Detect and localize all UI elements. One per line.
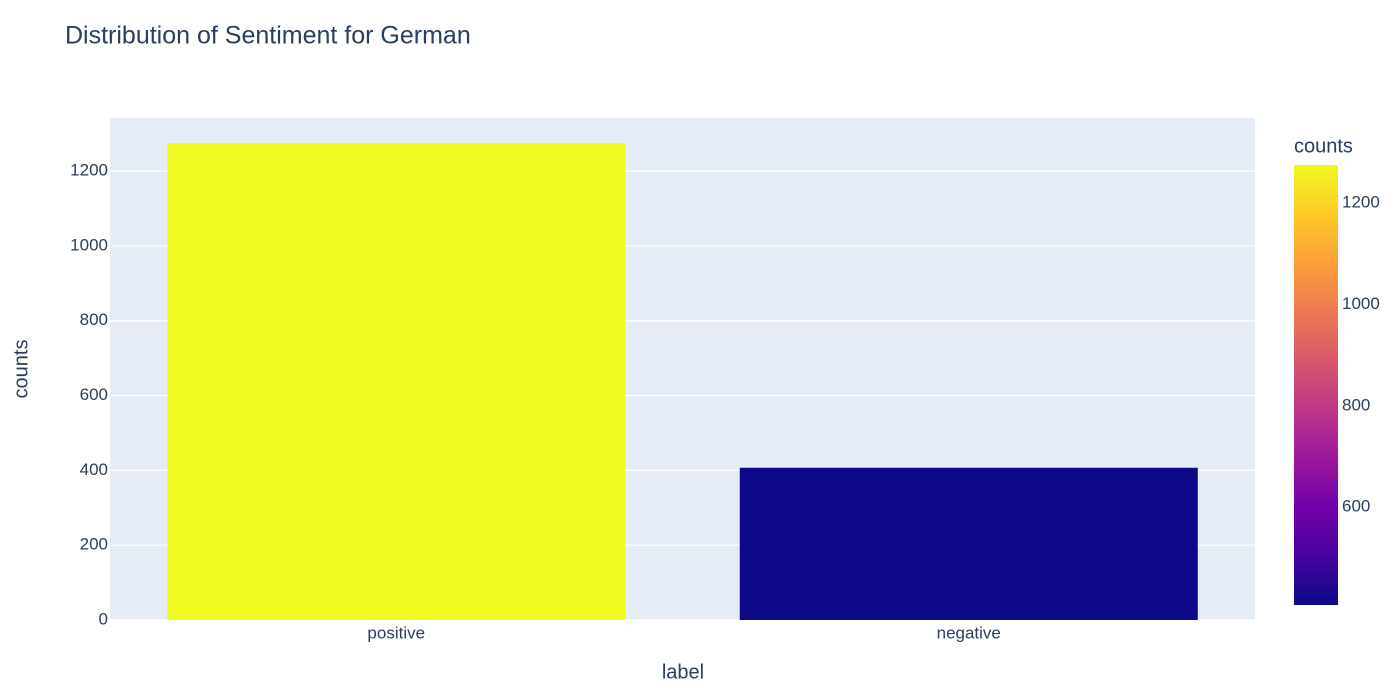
y-tick-label: 400: [80, 460, 108, 479]
y-tick-label: 200: [80, 535, 108, 554]
y-tick-label: 600: [80, 385, 108, 404]
colorbar-tick-label: 1200: [1342, 193, 1380, 212]
x-tick-label: positive: [367, 623, 425, 642]
colorbar-tick-label: 600: [1342, 497, 1370, 516]
colorbar-tick-label: 1000: [1342, 294, 1380, 313]
y-tick-label: 1000: [70, 235, 108, 254]
bar: [167, 143, 626, 620]
y-axis-title: counts: [10, 340, 32, 399]
colorbar-title: counts: [1294, 135, 1353, 157]
x-tick-label: negative: [937, 623, 1001, 642]
colorbar: [1294, 165, 1338, 605]
bar: [739, 467, 1198, 620]
y-tick-label: 800: [80, 310, 108, 329]
y-tick-label: 1200: [70, 161, 108, 180]
y-tick-label: 0: [99, 609, 108, 628]
x-axis-title: label: [662, 661, 704, 683]
colorbar-tick-label: 800: [1342, 395, 1370, 414]
chart-title: Distribution of Sentiment for German: [65, 22, 471, 50]
